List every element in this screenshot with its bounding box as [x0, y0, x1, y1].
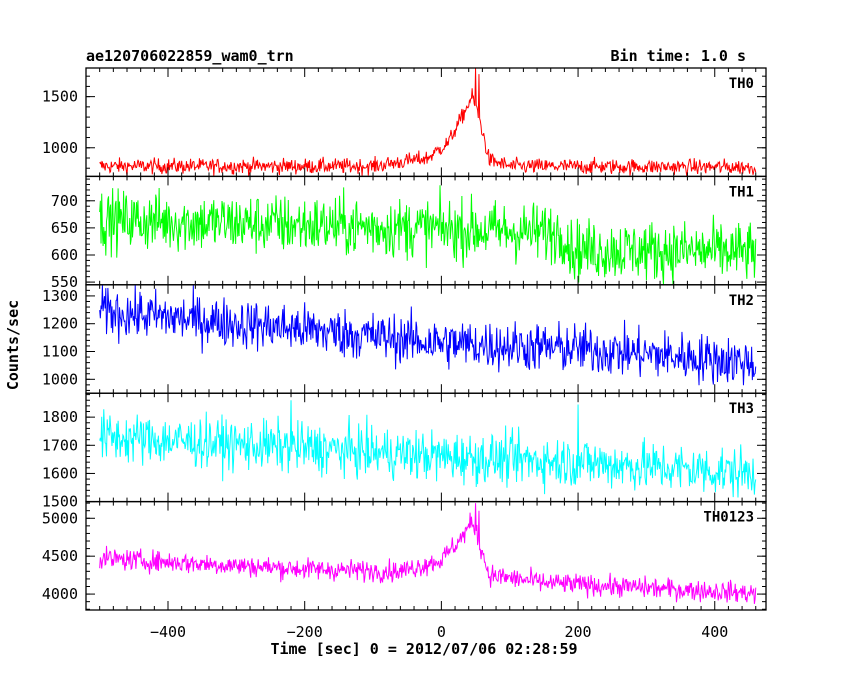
- y-tick-label: 1600: [42, 464, 78, 482]
- y-tick-label: 1200: [42, 315, 78, 333]
- y-axis-label: Counts/sec: [4, 300, 22, 390]
- panels-group: 1000 1500 TH0 550 600 650 700 TH1 1000 1100 1200 13…: [42, 67, 767, 641]
- x-tick-label: 200: [565, 623, 592, 641]
- y-tick-label: 4000: [42, 585, 78, 603]
- series-line-th0: [99, 67, 757, 177]
- panel-th0123: 4000 4500 5000 TH0123: [42, 500, 767, 611]
- y-tick-label: 1100: [42, 343, 78, 361]
- panel-label-th2: TH2: [729, 293, 754, 309]
- y-tick-label: 4500: [42, 547, 78, 565]
- series-line-th0123: [99, 503, 757, 604]
- panel-frame: [85, 67, 767, 178]
- panel-label-th0123: TH0123: [703, 510, 754, 526]
- panel-label-th1: TH1: [729, 184, 754, 200]
- chart-title-left: ae120706022859_wam0_trn: [86, 47, 294, 65]
- panel-th2: 1000 1100 1200 1300 TH2: [42, 284, 767, 394]
- x-tick-label: −400: [150, 623, 186, 641]
- y-tick-label: 1300: [42, 287, 78, 305]
- x-axis-label: Time [sec] 0 = 2012/07/06 02:28:59: [270, 640, 577, 658]
- y-tick-label: 600: [51, 246, 78, 264]
- y-tick-label: 5000: [42, 509, 78, 527]
- panel-th1: 550 600 650 700 TH1: [51, 175, 767, 291]
- panel-label-th3: TH3: [729, 401, 754, 417]
- y-tick-label: 1000: [42, 370, 78, 388]
- series-line-th1: [99, 185, 757, 285]
- y-tick-label: 650: [51, 219, 78, 237]
- panel-th3: 1500 1600 1700 1800 TH3: [42, 392, 767, 511]
- y-tick-label: 1500: [42, 88, 78, 106]
- series-line-th2: [99, 284, 757, 386]
- y-tick-label: 1800: [42, 408, 78, 426]
- x-tick-label: −200: [287, 623, 323, 641]
- x-tick-label: 400: [701, 623, 728, 641]
- y-tick-label: 1500: [42, 493, 78, 511]
- y-tick-label: 700: [51, 192, 78, 210]
- x-tick-label: 0: [437, 623, 446, 641]
- panel-frame: [85, 500, 767, 611]
- series-line-th3: [99, 400, 757, 498]
- y-tick-label: 550: [51, 273, 78, 291]
- y-tick-label: 1000: [42, 139, 78, 157]
- panel-label-th0: TH0: [729, 76, 754, 92]
- panel-th0: 1000 1500 TH0: [42, 67, 767, 178]
- y-tick-label: 1700: [42, 436, 78, 454]
- chart-title-right: Bin time: 1.0 s: [611, 47, 746, 65]
